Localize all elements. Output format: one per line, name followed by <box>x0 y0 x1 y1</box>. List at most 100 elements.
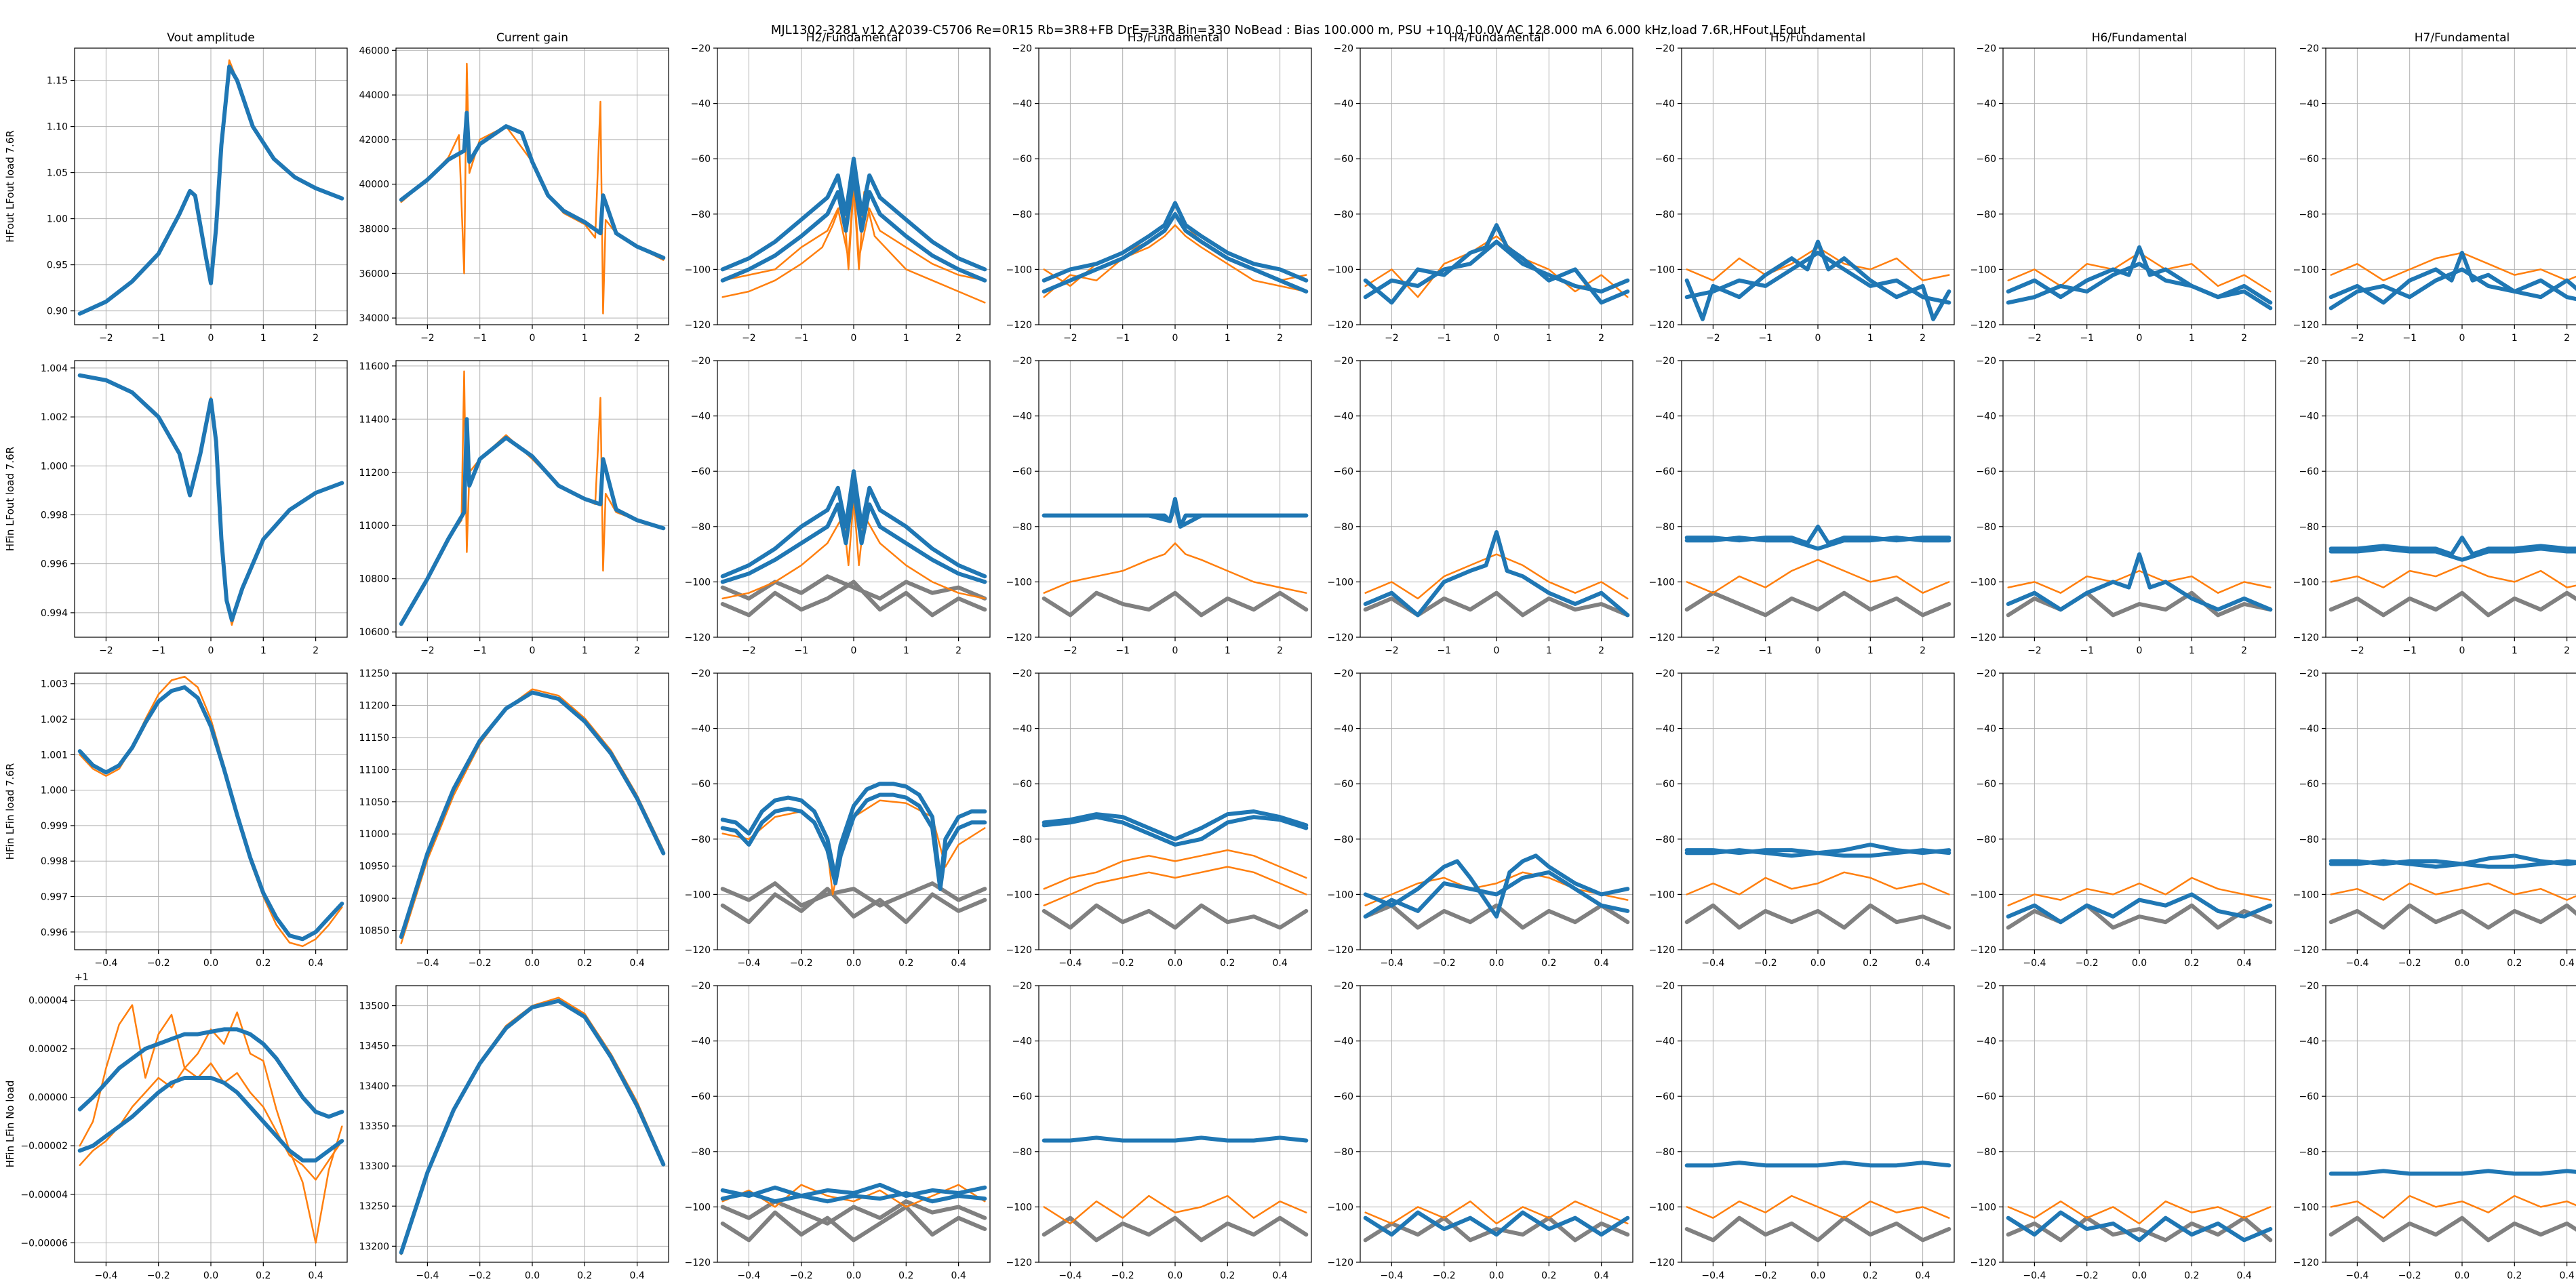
x-tick-label: −0.2 <box>147 1270 170 1281</box>
tick-labels: −2 −1 0 1 2 0.90 0.95 1.00 1.05 1.10 1.15 <box>47 76 319 344</box>
grid-lines <box>717 985 990 1263</box>
tick-labels: −2 −1 0 1 2 0.994 0.996 0.998 1.000 1.002 1.004 <box>41 363 319 656</box>
x-tick-label: 0.0 <box>1810 1270 1825 1281</box>
x-tick-label: 0.0 <box>525 958 540 969</box>
x-tick-label: −0.2 <box>790 1270 813 1281</box>
subplot-r3-c0: −0.4 −0.2 0.0 0.2 0.4 −0.00006 −0.00004 −0.0000… <box>4 972 348 1281</box>
y-tick-label: −20 <box>1333 981 1353 992</box>
x-tick-label: 0 <box>2137 333 2143 344</box>
series-line-2 <box>1684 1161 1951 1168</box>
y-tick-label: −120 <box>1328 1257 1353 1268</box>
x-tick-label: −2 <box>742 645 756 656</box>
x-tick-label: 0.4 <box>1272 958 1287 969</box>
subplot-r1-c6: −2 −1 0 1 2 −120 −100 −80 −60 −40 −20 <box>1970 356 2276 656</box>
y-tick-label: −120 <box>1006 1257 1032 1268</box>
y-tick-label: 13350 <box>359 1121 389 1132</box>
grid-lines <box>75 986 347 1262</box>
series-line-0 <box>1363 1215 1630 1243</box>
y-tick-label: −60 <box>1654 466 1675 477</box>
series-line-0 <box>720 887 987 925</box>
tick-labels: −0.4 −0.2 0.0 0.2 0.4 −120 −100 −80 −60 −40 −20 <box>1649 668 1930 969</box>
x-tick-label: −1 <box>1437 333 1451 344</box>
y-tick-label: −100 <box>2293 264 2319 275</box>
x-tick-label: −0.4 <box>1701 958 1724 969</box>
tick-labels: −2 −1 0 1 2 −120 −100 −80 −60 −40 −20 <box>685 43 962 344</box>
x-tick-label: 0.2 <box>898 1270 913 1281</box>
y-tick-label: 13450 <box>359 1041 389 1052</box>
subplot-r3-c6: −0.4 −0.2 0.0 0.2 0.4 −120 −100 −80 −60 −40 −20 <box>1970 981 2276 1281</box>
x-tick-label: 0.4 <box>951 958 966 969</box>
y-tick-label: −60 <box>2299 779 2319 790</box>
y-tick-label: −40 <box>1012 724 1032 735</box>
y-tick-label: −80 <box>1012 834 1032 845</box>
x-tick-label: 0.0 <box>846 958 861 969</box>
x-tick-label: 0.2 <box>256 1270 271 1281</box>
series-group <box>399 370 666 626</box>
grid-lines <box>1360 985 1633 1263</box>
series-line-1 <box>2007 1200 2272 1225</box>
y-tick-label: −20 <box>1654 43 1675 54</box>
y-tick-label: −60 <box>1976 1091 1996 1102</box>
x-tick-label: −2 <box>420 333 435 344</box>
series-line-1 <box>1686 871 1950 895</box>
x-tick-label: −0.2 <box>790 958 813 969</box>
series-group <box>720 469 987 618</box>
y-tick-label: 11250 <box>359 668 389 679</box>
y-tick-label: −20 <box>1012 668 1032 679</box>
series-line-0 <box>2329 903 2576 930</box>
y-tick-label: 11100 <box>359 765 389 776</box>
series-line-1 <box>399 110 666 260</box>
y-axis-label: HFout LFout load 7.6R <box>4 130 16 243</box>
x-tick-label: −1 <box>2080 645 2094 656</box>
subplot-title: H6/Fundamental <box>2092 31 2187 45</box>
y-tick-label: −100 <box>1970 1202 1996 1213</box>
series-line-3 <box>720 1182 987 1199</box>
x-tick-label: 0.2 <box>2184 1270 2199 1281</box>
y-tick-label: 0.00004 <box>28 995 68 1006</box>
series-group <box>2006 245 2273 310</box>
y-tick-label: −40 <box>1333 99 1353 110</box>
x-tick-label: 1 <box>2189 645 2195 656</box>
subplot-r0-c1: −2 −1 0 1 2 34000 36000 38000 40000 42000 44000 460… <box>359 31 669 344</box>
x-tick-label: −0.2 <box>147 958 170 969</box>
x-tick-label: 0.2 <box>577 1270 592 1281</box>
y-tick-label: −20 <box>1333 668 1353 679</box>
figure-suptitle: MJL1302-3281 v12 A2039-C5706 Re=0R15 Rb=… <box>771 23 1806 37</box>
x-tick-label: 0 <box>1494 333 1500 344</box>
x-tick-label: 2 <box>634 645 640 656</box>
series-line-3 <box>2329 546 2576 562</box>
y-tick-label: 1.002 <box>41 412 68 423</box>
subplot-r1-c2: −2 −1 0 1 2 −120 −100 −80 −60 −40 −20 <box>685 356 991 656</box>
y-tick-label: −80 <box>1654 522 1675 533</box>
x-tick-label: −0.4 <box>2023 1270 2046 1281</box>
series-line-1 <box>77 373 344 622</box>
x-tick-label: −1 <box>1437 645 1451 656</box>
y-tick-label: 1.05 <box>47 168 68 179</box>
subplot-r0-c3: −2 −1 0 1 2 −120 −100 −80 −60 −40 −20 H3/Fundamenta… <box>1006 31 1312 344</box>
series-line-0 <box>720 1205 987 1243</box>
x-tick-label: −0.2 <box>2076 958 2099 969</box>
y-tick-label: 0.00000 <box>28 1093 68 1104</box>
series-line-0 <box>79 1004 343 1244</box>
y-tick-label: 40000 <box>359 180 389 190</box>
x-tick-label: 0.4 <box>951 1270 966 1281</box>
series-line-1 <box>399 999 666 1255</box>
series-line-4 <box>720 1191 987 1204</box>
y-tick-label: −100 <box>1006 577 1032 588</box>
y-tick-label: −80 <box>690 1147 711 1158</box>
y-tick-label: −60 <box>690 779 711 790</box>
series-group <box>1042 809 1309 930</box>
x-tick-label: −0.4 <box>737 958 760 969</box>
series-line-1 <box>79 1062 343 1181</box>
y-tick-label: −40 <box>690 724 711 735</box>
x-tick-label: 1 <box>2512 333 2518 344</box>
y-tick-label: −120 <box>1328 632 1353 643</box>
subplot-r2-c5: −0.4 −0.2 0.0 0.2 0.4 −120 −100 −80 −60 −40 −20 <box>1649 668 1955 969</box>
series-group <box>1684 1161 1951 1243</box>
y-tick-label: 13400 <box>359 1081 389 1092</box>
y-tick-label: −120 <box>2293 945 2319 956</box>
x-tick-label: 0.2 <box>1541 1270 1556 1281</box>
tick-labels: −2 −1 0 1 2 −120 −100 −80 −60 −40 −20 <box>1970 356 2248 656</box>
y-tick-label: −40 <box>2299 99 2319 110</box>
x-tick-label: 0.4 <box>2559 1270 2574 1281</box>
